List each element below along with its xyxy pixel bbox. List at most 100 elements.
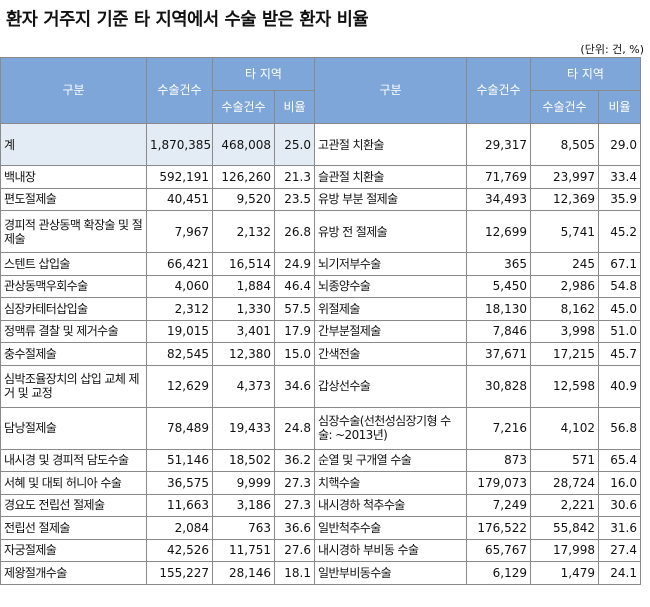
- right-name-cell: 일반부비동수술: [314, 561, 467, 585]
- header-ratio-right: 비율: [598, 90, 641, 124]
- left-name-cell: 관상동맥우회수술: [0, 274, 147, 298]
- left-count-cell: 40,451: [146, 187, 213, 211]
- left-ratio-cell: 17.9: [274, 319, 315, 343]
- left-ratio-cell: 25.0: [274, 123, 315, 166]
- left-count-cell: 19,015: [146, 319, 213, 343]
- left-ratio-cell: 15.0: [274, 342, 315, 366]
- right-ratio-cell: 45.7: [598, 342, 641, 366]
- right-name-cell: 치핵수술: [314, 471, 467, 495]
- right-other-count-cell: 1,479: [530, 561, 599, 585]
- left-name-cell: 경요도 전립선 절제술: [0, 493, 147, 517]
- right-other-count-cell: 245: [530, 252, 599, 276]
- left-name-cell: 서혜 및 대퇴 허니아 수술: [0, 471, 147, 495]
- left-count-cell: 82,545: [146, 342, 213, 366]
- left-ratio-cell: 36.2: [274, 448, 315, 472]
- right-count-cell: 65,767: [466, 538, 531, 562]
- right-count-cell: 34,493: [466, 187, 531, 211]
- left-other-count-cell: 4,373: [212, 364, 275, 408]
- left-other-count-cell: 9,520: [212, 187, 275, 211]
- header-other-region-left: 타 지역: [212, 57, 315, 91]
- right-name-cell: 내시경하 척추수술: [314, 493, 467, 517]
- right-ratio-cell: 35.9: [598, 187, 641, 211]
- table-body: 계 1,870,385 468,008 25.0 고관절 치환술 29,317 8,505 2…: [0, 123, 641, 585]
- right-count-cell: 5,450: [466, 274, 531, 298]
- header-count-right-label: 수술건수: [476, 83, 521, 97]
- right-ratio-cell: 16.0: [598, 471, 641, 495]
- table-row: 백내장 592,191 126,260 21.3 슬관절 치환술 71,769 23,997…: [0, 165, 641, 189]
- right-other-count-cell: 8,162: [530, 297, 599, 321]
- table-header-row: 구분 수술건수 타 지역 구분 수술건수 타 지역: [0, 57, 641, 124]
- left-ratio-cell: 21.3: [274, 165, 315, 189]
- left-ratio-cell: 27.6: [274, 538, 315, 562]
- right-ratio-cell: 67.1: [598, 252, 641, 276]
- right-other-count-cell: 5,741: [530, 210, 599, 253]
- table-row: 내시경 및 경피적 담도수술 51,146 18,502 36.2 순열 및 구개열 수…: [0, 448, 641, 472]
- left-count-cell: 1,870,385: [146, 123, 213, 166]
- left-other-count-cell: 11,751: [212, 538, 275, 562]
- left-other-count-cell: 468,008: [212, 123, 275, 166]
- right-count-cell: 71,769: [466, 165, 531, 189]
- surgery-ratio-table: 구분 수술건수 타 지역 구분 수술건수 타 지역 수술건수 비율 수술건수 비…: [0, 57, 641, 585]
- left-other-count-cell: 18,502: [212, 448, 275, 472]
- right-count-cell: 179,073: [466, 471, 531, 495]
- right-name-cell: 유방 전 절제술: [314, 210, 467, 253]
- right-ratio-cell: 31.6: [598, 516, 641, 540]
- page-title: 환자 거주지 기준 타 지역에서 수술 받은 환자 비율: [6, 10, 369, 30]
- left-other-count-cell: 28,146: [212, 561, 275, 585]
- right-count-cell: 176,522: [466, 516, 531, 540]
- left-count-cell: 7,967: [146, 210, 213, 253]
- header-count-left: 수술건수: [146, 57, 213, 124]
- right-other-count-cell: 571: [530, 448, 599, 472]
- right-ratio-cell: 54.8: [598, 274, 641, 298]
- left-count-cell: 42,526: [146, 538, 213, 562]
- header-count-right: 수술건수: [466, 57, 531, 124]
- right-other-count-cell: 8,505: [530, 123, 599, 166]
- left-name-cell: 백내장: [0, 165, 147, 189]
- table-row: 심장카테터삽입술 2,312 1,330 57.5 위절제술 18,130 8,162 45.…: [0, 297, 641, 321]
- header-other-count-right: 수술건수: [530, 90, 599, 124]
- left-ratio-cell: 18.1: [274, 561, 315, 585]
- right-count-cell: 7,249: [466, 493, 531, 517]
- left-other-count-cell: 16,514: [212, 252, 275, 276]
- left-ratio-cell: 27.3: [274, 493, 315, 517]
- right-count-cell: 7,846: [466, 319, 531, 343]
- right-other-count-cell: 28,724: [530, 471, 599, 495]
- right-other-count-cell: 4,102: [530, 406, 599, 450]
- left-name-cell: 경피적 관상동맥 확장술 및 절제술: [0, 210, 147, 253]
- right-name-cell: 갑상선수술: [314, 364, 467, 408]
- table-row: 심박조율장치의 삽입 교체 제거 및 교정 12,629 4,373 34.6 갑상선수…: [0, 364, 641, 408]
- left-name-cell: 제왕절개수술: [0, 561, 147, 585]
- right-name-cell: 위절제술: [314, 297, 467, 321]
- right-name-cell: 간색전술: [314, 342, 467, 366]
- left-other-count-cell: 126,260: [212, 165, 275, 189]
- right-name-cell: 유방 부분 절제술: [314, 187, 467, 211]
- left-count-cell: 11,663: [146, 493, 213, 517]
- header-count-left-label: 수술건수: [157, 83, 202, 97]
- right-name-cell: 순열 및 구개열 수술: [314, 448, 467, 472]
- table-row: 관상동맥우회수술 4,060 1,884 46.4 뇌종양수술 5,450 2,986 54.…: [0, 274, 641, 298]
- right-count-cell: 30,828: [466, 364, 531, 408]
- left-ratio-cell: 24.8: [274, 406, 315, 450]
- left-count-cell: 51,146: [146, 448, 213, 472]
- header-other-region-right: 타 지역: [530, 57, 641, 91]
- left-other-count-cell: 19,433: [212, 406, 275, 450]
- right-name-cell: 일반척추수술: [314, 516, 467, 540]
- unit-note: (단위: 건, %): [580, 43, 644, 56]
- left-other-count-cell: 1,884: [212, 274, 275, 298]
- left-name-cell: 편도절제술: [0, 187, 147, 211]
- left-count-cell: 155,227: [146, 561, 213, 585]
- right-other-count-cell: 17,998: [530, 538, 599, 562]
- right-count-cell: 12,699: [466, 210, 531, 253]
- table-row: 계 1,870,385 468,008 25.0 고관절 치환술 29,317 8,505 2…: [0, 123, 641, 166]
- right-other-count-cell: 3,998: [530, 319, 599, 343]
- right-ratio-cell: 40.9: [598, 364, 641, 408]
- left-name-cell: 전립선 절제술: [0, 516, 147, 540]
- left-count-cell: 4,060: [146, 274, 213, 298]
- table-row: 경요도 전립선 절제술 11,663 3,186 27.3 내시경하 척추수술 7,249…: [0, 493, 641, 517]
- left-count-cell: 592,191: [146, 165, 213, 189]
- right-count-cell: 6,129: [466, 561, 531, 585]
- left-name-cell: 내시경 및 경피적 담도수술: [0, 448, 147, 472]
- left-count-cell: 2,084: [146, 516, 213, 540]
- right-name-cell: 뇌종양수술: [314, 274, 467, 298]
- right-other-count-cell: 2,986: [530, 274, 599, 298]
